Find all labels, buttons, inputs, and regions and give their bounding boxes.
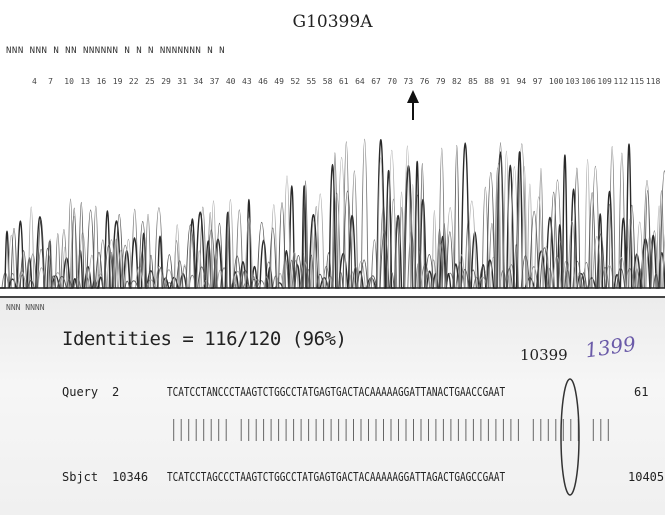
query-sequence: TCATCCTANCCCTAAGTCTGGCCTATGAGTGACTACAAAA… (167, 385, 506, 399)
position-tick: 16 (96, 77, 107, 86)
position-tick: 55 (306, 77, 317, 86)
subject-sequence: TCATCCTAGCCCTAAGTCTGGCCTATGAGTGACTACAAAA… (167, 470, 506, 484)
panel-divider (0, 296, 665, 298)
position-tick: 115 (629, 77, 645, 86)
position-tick: 61 (338, 77, 349, 86)
mutation-arrow-icon (407, 90, 419, 120)
position-tick: 82 (452, 77, 462, 86)
position-tick: 37 (209, 77, 220, 86)
position-tick: 64 (355, 77, 365, 86)
position-tick: 106 (581, 77, 596, 86)
position-tick: 49 (274, 77, 284, 86)
position-tick: 19 (112, 77, 123, 86)
position-tick: 29 (161, 77, 171, 86)
position-tick: 94 (516, 77, 527, 86)
position-tick: 118 (645, 77, 661, 86)
position-tick: 52 (290, 77, 301, 86)
position-tick: 103 (565, 77, 580, 86)
mutation-title: G10399A (292, 12, 373, 32)
query-label: Query (62, 385, 99, 399)
position-tick: 40 (225, 77, 236, 86)
position-tick: 91 (500, 77, 511, 86)
position-tick: 58 (322, 77, 333, 86)
query-end: 61 (634, 385, 649, 399)
position-tick: 46 (258, 77, 268, 86)
position-tick: 100 (548, 77, 564, 86)
position-tick: 109 (597, 77, 612, 86)
trace-2 (0, 145, 665, 289)
position-tick: 70 (387, 77, 398, 86)
bottom-base-calls: NNN NNNN (6, 303, 45, 312)
position-tick: 73 (403, 77, 414, 86)
subject-label: Sbjct (62, 470, 99, 484)
query-start: 2 (112, 385, 120, 399)
position-tick: 10 (64, 77, 74, 86)
trace-group (0, 138, 665, 289)
position-tick: 22 (128, 77, 139, 86)
chromatogram (0, 90, 665, 289)
position-label: 10399 (520, 346, 568, 364)
position-tick: 85 (468, 77, 478, 86)
subject-end: 10405 (628, 470, 665, 484)
position-tick: 4 (32, 77, 37, 86)
position-tick: 7 (48, 77, 53, 86)
mutation-highlight-icon (560, 378, 580, 496)
position-tick-row: 4 7 10 13 16 19 22 25 29 31 34 37 40 43 46 49 52 55 58 61 64… (8, 77, 665, 89)
identities-summary: Identities = 116/120 (96%) (62, 328, 347, 350)
match-bars (173, 419, 609, 441)
position-tick: 31 (177, 77, 188, 86)
base-call-row: NNN NNN N NN NNNNNN N N N NNNNNNN N N (6, 46, 225, 56)
alignment-panel (0, 298, 665, 515)
position-tick: 25 (145, 77, 155, 86)
subject-start: 10346 (112, 470, 149, 484)
position-tick: 67 (371, 77, 381, 86)
position-tick: 112 (613, 77, 628, 86)
position-tick: 97 (532, 77, 543, 86)
position-tick: 76 (419, 77, 430, 86)
position-tick: 79 (435, 77, 446, 86)
position-tick: 13 (80, 77, 91, 86)
position-tick: 88 (484, 77, 494, 86)
position-tick: 34 (193, 77, 204, 86)
position-tick: 43 (242, 77, 252, 86)
